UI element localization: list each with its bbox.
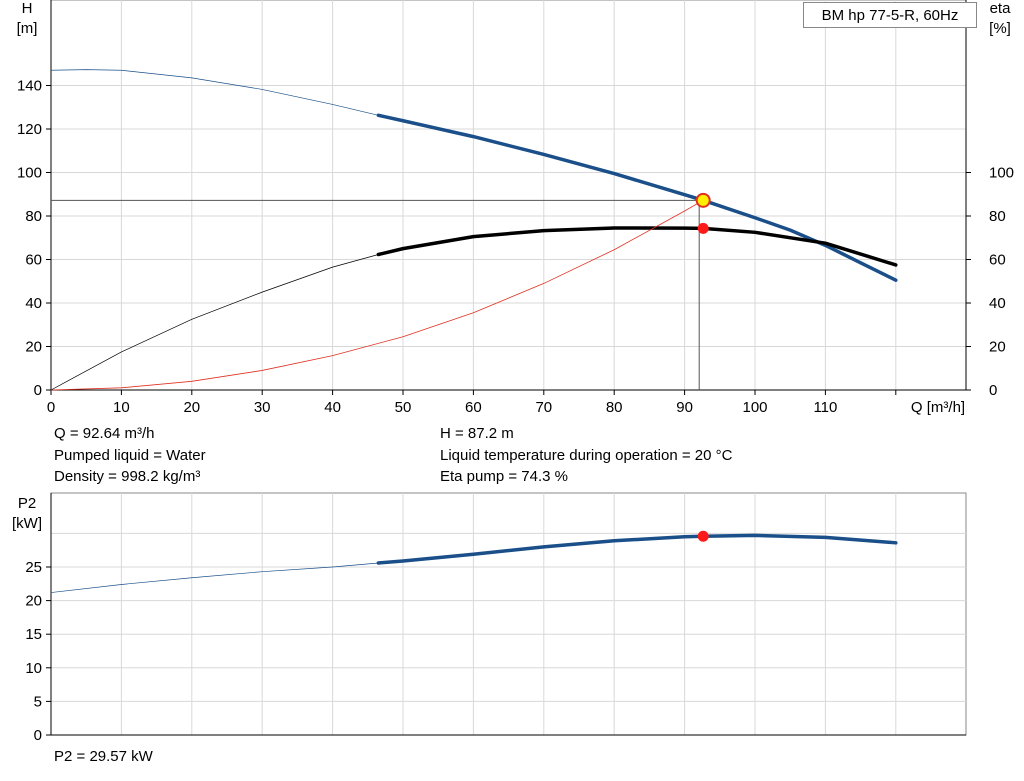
y-tick-label-power: 0: [34, 727, 42, 744]
y2-tick-label: 80: [989, 208, 1006, 225]
y2-axis-label: [%]: [989, 20, 1011, 37]
x-tick-label: 20: [183, 399, 200, 416]
power-operating-point: [697, 530, 709, 542]
x-tick-label: 40: [324, 399, 341, 416]
info-liquid: Pumped liquid = Water: [54, 447, 206, 464]
y-tick-label: 120: [17, 121, 42, 138]
x-tick-label: 100: [742, 399, 767, 416]
x-tick-label: 50: [395, 399, 412, 416]
info-flow: Q = 92.64 m³/h: [54, 425, 155, 442]
y-tick-label: 100: [17, 165, 42, 182]
x-tick-label: 30: [254, 399, 271, 416]
x-tick-label: 80: [606, 399, 623, 416]
y-tick-label: 20: [25, 339, 42, 356]
x-tick-label: 0: [47, 399, 55, 416]
y-tick-label-power: 10: [25, 660, 42, 677]
x-tick-label: 10: [113, 399, 130, 416]
y2-tick-label: 20: [989, 339, 1006, 356]
x-tick-label: 110: [813, 399, 837, 416]
plot-area-head: [50, 0, 967, 391]
y2-tick-label: 60: [989, 252, 1006, 269]
system-curve-thin: [50, 199, 704, 391]
head-curve-line: [376, 113, 898, 282]
eta-curve-line: [376, 226, 898, 267]
y-tick-label: 60: [25, 252, 42, 269]
plot-area-power: [50, 492, 967, 736]
info-head: H = 87.2 m: [440, 425, 514, 442]
y-tick-label-power: 15: [25, 626, 42, 643]
y2-axis-label: eta: [990, 0, 1012, 17]
info-density: Density = 998.2 kg/m³: [54, 468, 201, 485]
info-power: P2 = 29.57 kW: [54, 748, 153, 765]
x-tick-label: 60: [465, 399, 482, 416]
info-temperature: Liquid temperature during operation = 20…: [440, 447, 733, 464]
eta-operating-point: [697, 222, 709, 234]
y-axis-label: [m]: [17, 20, 38, 37]
y-axis-label-power: [kW]: [12, 515, 42, 532]
y-tick-label-power: 25: [25, 559, 42, 576]
p2-curve-line: [376, 533, 898, 565]
y-tick-label-power: 20: [25, 593, 42, 610]
y-tick-label: 80: [25, 208, 42, 225]
head-operating-point: [695, 192, 711, 208]
y-tick-label: 140: [17, 78, 42, 95]
y-tick-label: 0: [34, 382, 42, 399]
y2-tick-label: 40: [989, 295, 1006, 312]
x-tick-label: 90: [676, 399, 693, 416]
x-axis-label: Q [m³/h]: [911, 399, 965, 416]
y-tick-label-power: 5: [34, 693, 42, 710]
y-axis-label-power: P2: [18, 495, 36, 512]
x-tick-label: 70: [535, 399, 552, 416]
pump-label-box: BM hp 77-5-R, 60Hz: [803, 2, 977, 28]
y-axis-label: H: [22, 0, 33, 17]
y2-tick-label: 100: [989, 165, 1014, 182]
y2-tick-label: 0: [989, 382, 997, 399]
info-eta: Eta pump = 74.3 %: [440, 468, 568, 485]
y-tick-label: 40: [25, 295, 42, 312]
